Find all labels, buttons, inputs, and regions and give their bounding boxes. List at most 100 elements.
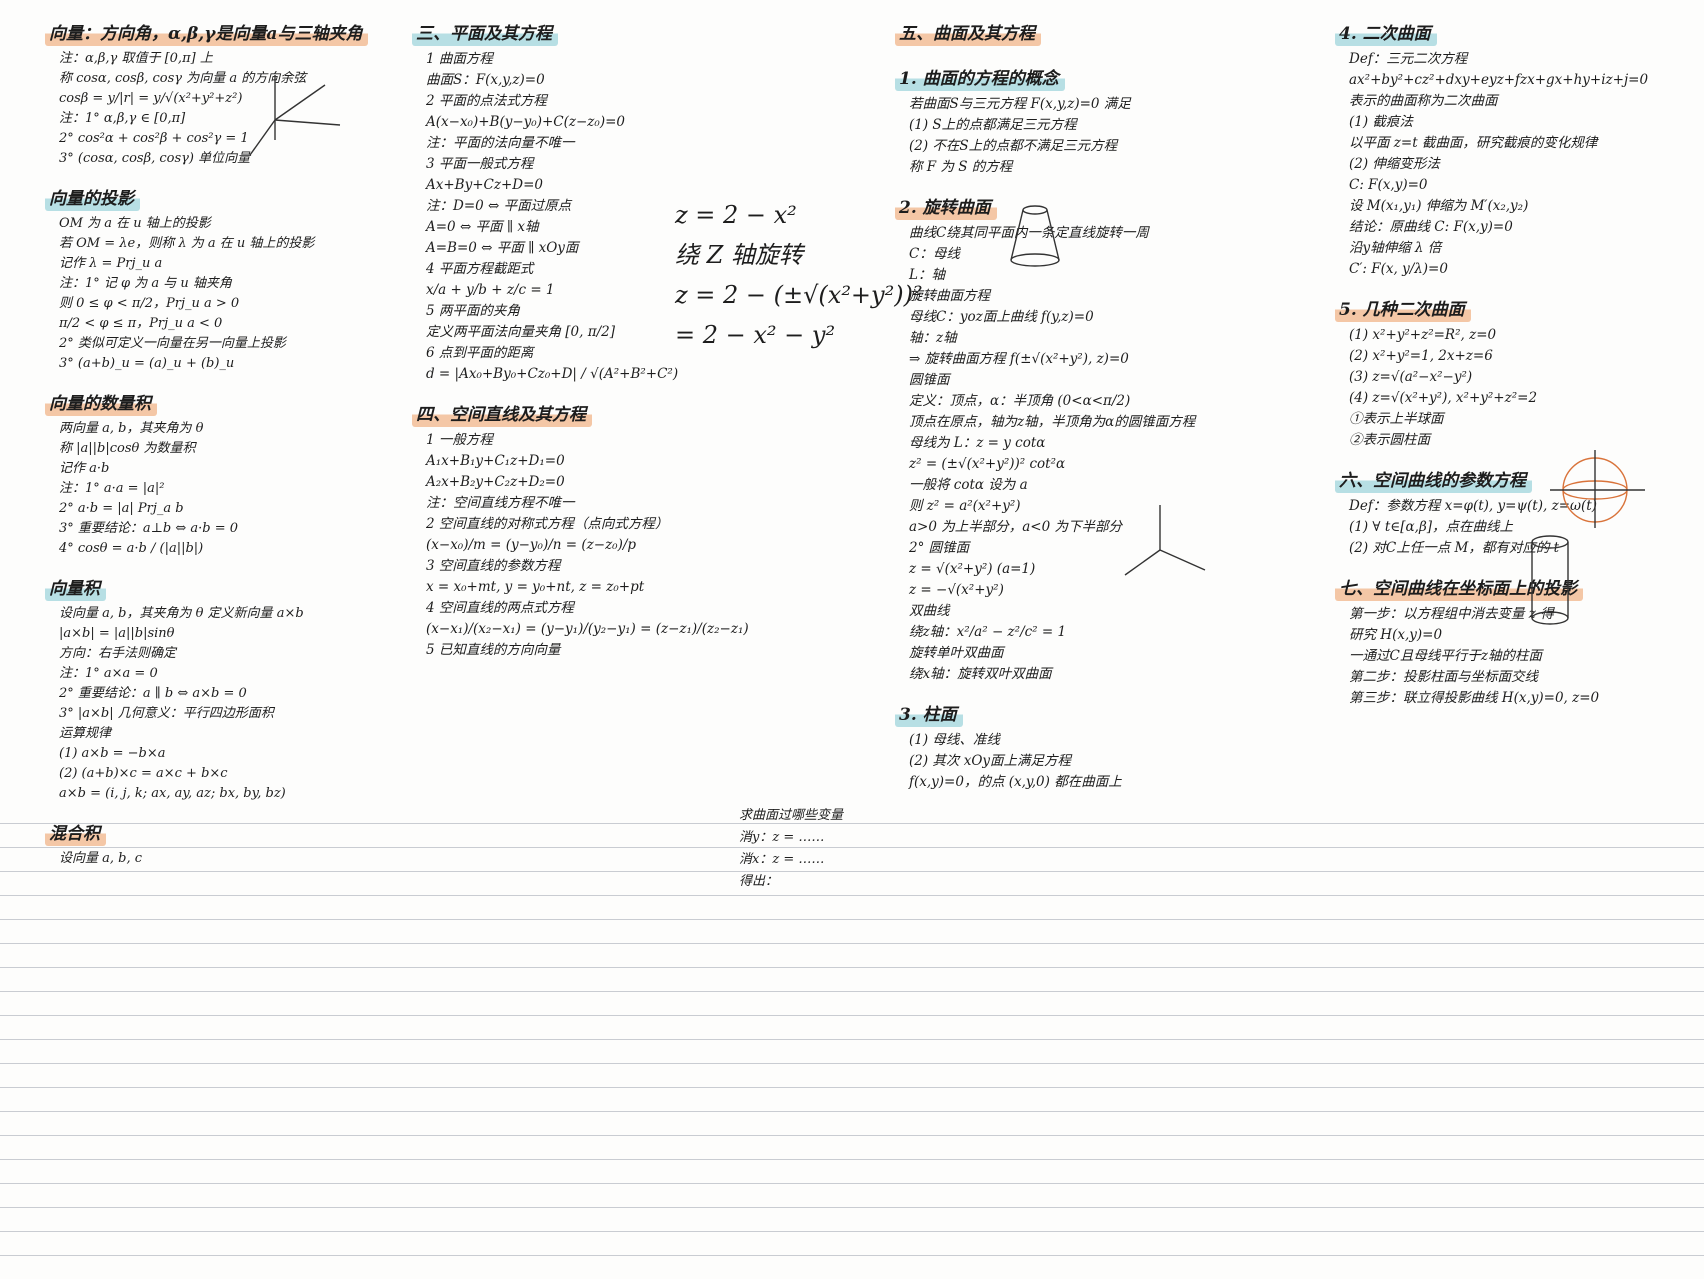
note-line: ①表示上半球面 [1349,411,1444,427]
section: 5. 几种二次曲面 (1) x²+y²+z²=R², z=0 (2) x²+y²=1… [1335,290,1704,451]
note-line: 若曲面S与三元方程 F(x,y,z)=0 满足 [909,96,1131,112]
section-heading: 五、曲面及其方程 [895,18,1041,46]
note-line: C：母线 [909,246,960,262]
side-calculation: z = 2 − x² 绕 Z 轴旋转 z = 2 − (±√(x²+y²))² = 2… [675,195,923,355]
note-line: (1) a×b = −b×a [59,746,166,761]
note-line: 注：α,β,γ 取值于 [0,π] 上 [59,51,213,66]
note-line: (1) S上的点都满足三元方程 [909,117,1077,133]
note-line: A=0 ⇔ 平面 ∥ x轴 [426,219,539,235]
note-line: 方向：右手法则确定 [59,646,177,661]
note-line: 旋转曲面方程 [909,288,990,304]
note-line: 则 0 ≤ φ < π/2，Prj_u a > 0 [59,296,240,311]
note-line: (4) z=√(x²+y²), x²+y²+z²=2 [1349,390,1538,406]
section: 三、平面及其方程 1 曲面方程 曲面S：F(x,y,z)=0 2 平面的点法式方程 A(… [412,14,712,385]
note-line: 轴：z轴 [909,330,957,346]
section-heading: 1. 曲面的方程的概念 [895,63,1065,91]
section-heading: 向量积 [45,573,106,601]
note-line: 顶点在原点，轴为z轴，半顶角为α的圆锥面方程 [909,414,1196,430]
note-line: 注：1° 记 φ 为 a 与 u 轴夹角 [59,276,232,291]
note-line: 绕z轴：x²/a² − z²/c² = 1 [909,624,1067,640]
note-line: 求曲面过哪些变量 [739,808,844,823]
section-heading: 5. 几种二次曲面 [1335,294,1471,322]
note-line: 称 F 为 S 的方程 [909,159,1013,175]
note-line: z = −√(x²+y²) [909,582,1004,598]
note-line: 注：1° a×a = 0 [59,666,158,681]
note-line: (2) (a+b)×c = a×c + b×c [59,766,228,781]
note-line: 以平面 z=t 截曲面，研究截痕的变化规律 [1349,135,1598,151]
note-line: 记作 λ = Prj_u a [59,256,163,271]
note-line: Def：参数方程 x=φ(t), y=ψ(t), z=ω(t) [1349,498,1597,514]
note-line: 注：1° a·a = |a|² [59,481,165,496]
side-note: 求曲面过哪些变量 消y：z = …… 消x：z = …… 得出： [725,805,843,893]
note-line: 第二步：投影柱面与坐标面交线 [1349,669,1538,685]
note-line: 设向量 a, b, c [59,851,143,866]
note-line: 则 z² = a²(x²+y²) [909,498,1021,514]
note-line: C: F(x,y)=0 [1349,177,1428,193]
note-line: 3° (a+b)_u = (a)_u + (b)_u [59,356,235,371]
note-line: x = x₀+mt, y = y₀+nt, z = z₀+pt [426,579,645,595]
note-line: Def：三元二次方程 [1349,51,1468,67]
note-line: 第一步：以方程组中消去变量 z 得 [1349,606,1554,622]
note-line: f(x,y)=0，的点 (x,y,0) 都在曲面上 [909,774,1122,790]
note-line: 2° 类似可定义一向量在另一向量上投影 [59,336,286,351]
note-line: A=B=0 ⇔ 平面 ∥ xOy面 [426,240,579,256]
note-line: |a×b| = |a||b|sinθ [59,626,175,641]
note-line: 3° |a×b| 几何意义：平行四边形面积 [59,706,274,721]
section-heading: 七、空间曲线在坐标面上的投影 [1335,573,1583,601]
section-heading: 三、平面及其方程 [412,18,558,46]
note-line: cosβ = y/|r| = y/√(x²+y²+z²) [59,91,243,106]
note-line: 定义：顶点，α：半顶角 (0<α<π/2) [909,393,1131,409]
section: 1. 曲面的方程的概念若曲面S与三元方程 F(x,y,z)=0 满足 (1) S上… [895,59,1315,178]
note-line: 4 平面方程截距式 [426,261,534,277]
note-line: 定义两平面法向量夹角 [0, π/2] [426,324,616,340]
note-line: 3 空间直线的参数方程 [426,558,561,574]
section: 六、空间曲线的参数方程 Def：参数方程 x=φ(t), y=ψ(t), z=ω(… [1335,461,1704,559]
calc-line: z = 2 − x² [675,201,797,229]
note-line: 2° cos²α + cos²β + cos²γ = 1 [59,131,249,146]
note-line: (1) 截痕法 [1349,114,1413,130]
note-line: OM 为 a 在 u 轴上的投影 [59,216,211,231]
calc-line: 绕 Z 轴旋转 [675,241,803,269]
note-line: 2° a·b = |a| Prj_a b [59,501,184,516]
note-line: x/a + y/b + z/c = 1 [426,282,555,298]
note-line: (2) 对C上任一点 M，都有对应的 t [1349,540,1560,556]
note-line: 称 cosα, cosβ, cosγ 为向量 a 的方向余弦 [59,71,307,86]
note-line: ⇒ 旋转曲面方程 f(±√(x²+y²), z)=0 [909,351,1129,367]
section: 五、曲面及其方程 [895,14,1315,49]
note-line: 注：D=0 ⇔ 平面过原点 [426,198,572,214]
section-heading: 向量的投影 [45,183,140,211]
section: 4. 二次曲面 Def：三元二次方程 ax²+by²+cz²+dxy+eyz+fzx… [1335,14,1704,280]
section: 2. 旋转曲面 曲线C绕其同平面内一条定直线旋转一周 C：母线 L：轴 旋转曲面方程 母线… [895,188,1315,685]
note-line: 曲面S：F(x,y,z)=0 [426,72,545,88]
note-line: 3 平面一般式方程 [426,156,534,172]
note-line: 1 曲面方程 [426,51,493,67]
note-line: 2 空间直线的对称式方程（点向式方程） [426,516,669,532]
note-line: C′: F(x, y/λ)=0 [1349,261,1448,277]
note-line: (2) 伸缩变形法 [1349,156,1440,172]
note-line: 注：空间直线方程不唯一 [426,495,575,511]
section-heading: 向量的数量积 [45,388,157,416]
note-line: 曲线C绕其同平面内一条定直线旋转一周 [909,225,1149,241]
note-line: 一般将 cotα 设为 a [909,477,1028,493]
note-line: ②表示圆柱面 [1349,432,1430,448]
note-line: 4 空间直线的两点式方程 [426,600,574,616]
section: 3. 柱面 (1) 母线、准线 (2) 其次 xOy面上满足方程 f(x,y)=0，的… [895,695,1315,793]
note-line: 2° 圆锥面 [909,540,970,556]
column: 向量：方向角，α,β,γ是向量a与三轴夹角 注：α,β,γ 取值于 [0,π] 上… [45,14,405,879]
note-line: π/2 < φ ≤ π，Prj_u a < 0 [59,316,223,331]
note-line: z = √(x²+y²) (a=1) [909,561,1036,577]
column: 三、平面及其方程 1 曲面方程 曲面S：F(x,y,z)=0 2 平面的点法式方程 A(… [412,14,749,671]
section-heading: 2. 旋转曲面 [895,192,997,220]
note-line: 1 一般方程 [426,432,493,448]
cone-sketch [1010,205,1060,267]
note-line: 两向量 a, b，其夹角为 θ [59,421,204,436]
calc-line: z = 2 − (±√(x²+y²))² [675,281,923,309]
section-heading: 3. 柱面 [895,699,963,727]
note-line: 沿y轴伸缩 λ 倍 [1349,240,1442,256]
section-heading: 四、空间直线及其方程 [412,399,592,427]
note-line: 5 已知直线的方向向量 [426,642,561,658]
note-line: (3) z=√(a²−x²−y²) [1349,369,1473,385]
note-line: 2° 重要结论：a ∥ b ⇔ a×b = 0 [59,686,247,701]
note-line: 称 |a||b|cosθ 为数量积 [59,441,196,456]
